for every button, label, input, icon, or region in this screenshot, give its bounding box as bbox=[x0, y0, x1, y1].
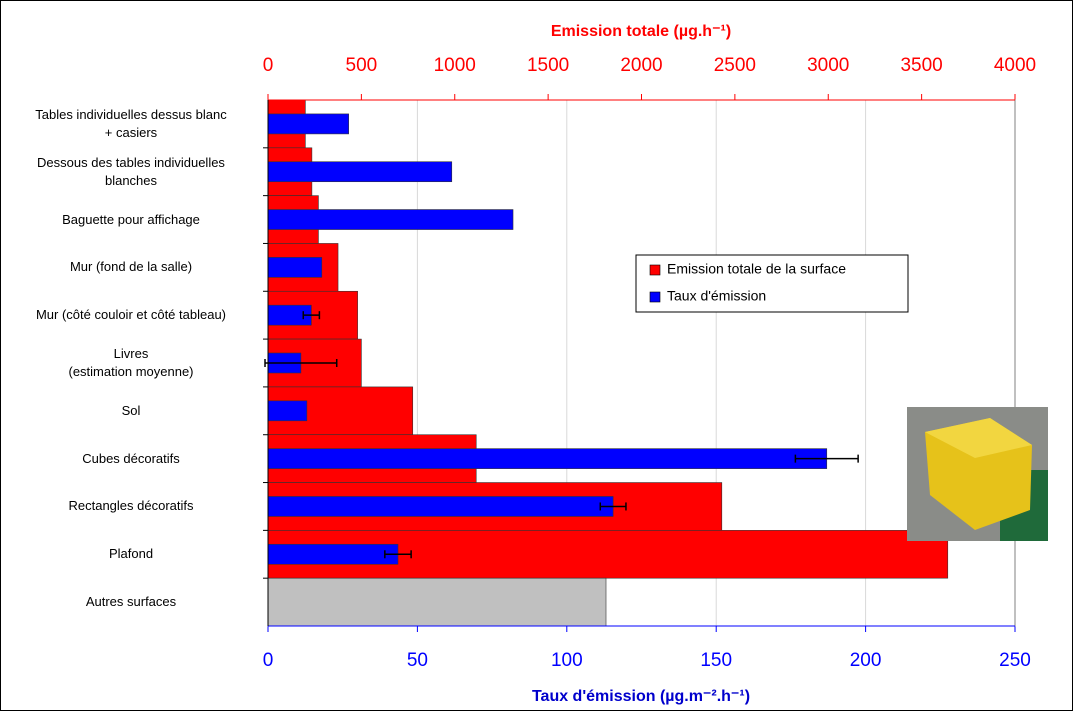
y-tick-label: Cubes décoratifs bbox=[82, 450, 180, 466]
bar bbox=[267, 209, 514, 230]
x2-tick-label: 500 bbox=[346, 55, 378, 76]
x2-tick-label: 2500 bbox=[714, 55, 756, 76]
x2-tick-label: 3500 bbox=[900, 55, 942, 76]
x2-tick-label: 1000 bbox=[434, 55, 476, 76]
x-tick-label: 50 bbox=[407, 650, 428, 671]
y-tick-label: Baguette pour affichage bbox=[62, 211, 200, 227]
x2-tick-label: 2000 bbox=[620, 55, 662, 76]
x-axis-title: Taux d'émission (µg.m⁻².h⁻¹) bbox=[532, 688, 750, 705]
x2-tick-label: 3000 bbox=[807, 55, 849, 76]
y-tick-label: Dessous des tables individuelles blanche… bbox=[37, 154, 225, 188]
bar bbox=[267, 400, 308, 422]
x2-tick-label: 0 bbox=[263, 55, 274, 76]
photo bbox=[907, 407, 1048, 541]
bar bbox=[267, 448, 828, 469]
error-bar bbox=[264, 359, 338, 367]
top-axis-title: Emission totale (µg.h⁻¹) bbox=[551, 23, 731, 40]
y-tick-label: Mur (fond de la salle) bbox=[69, 259, 193, 275]
legend-label: Emission totale de la surface bbox=[667, 261, 846, 277]
bar bbox=[267, 257, 323, 278]
bar bbox=[267, 496, 614, 517]
error-bar bbox=[794, 454, 859, 463]
legend-swatch bbox=[649, 264, 661, 276]
x-tick-label: 0 bbox=[263, 650, 274, 671]
y-tick-label: Livres (estimation moyenne) bbox=[68, 346, 194, 379]
x-tick-label: 200 bbox=[850, 650, 882, 671]
error-bar bbox=[302, 311, 321, 320]
y-tick-label: Sol bbox=[121, 402, 141, 418]
legend: Emission totale de la surface Taux d'émis… bbox=[635, 254, 909, 313]
x-tick-label: 250 bbox=[999, 650, 1031, 671]
y-tick-label: Mur (côté couloir et côté tableau) bbox=[35, 307, 227, 323]
legend-swatch bbox=[649, 291, 661, 303]
error-bar bbox=[384, 550, 412, 559]
x-tick-label: 100 bbox=[551, 650, 583, 671]
x-tick-label: 150 bbox=[700, 650, 732, 671]
legend-box bbox=[635, 254, 909, 313]
y-tick-label: Rectangles décoratifs bbox=[68, 498, 194, 514]
y-tick-label: Tables individuelles dessus blanc + casi… bbox=[35, 106, 227, 140]
x2-tick-label: 4000 bbox=[994, 55, 1036, 76]
y-tick-label: Autres surfaces bbox=[85, 594, 177, 610]
legend-label: Taux d'émission bbox=[667, 288, 766, 304]
y-tick-label: Plafond bbox=[108, 546, 154, 562]
bar bbox=[267, 113, 349, 135]
bar bbox=[267, 161, 453, 183]
error-bar bbox=[599, 502, 627, 511]
bar bbox=[267, 543, 399, 565]
x2-tick-label: 1500 bbox=[527, 55, 569, 76]
bar bbox=[267, 577, 607, 627]
